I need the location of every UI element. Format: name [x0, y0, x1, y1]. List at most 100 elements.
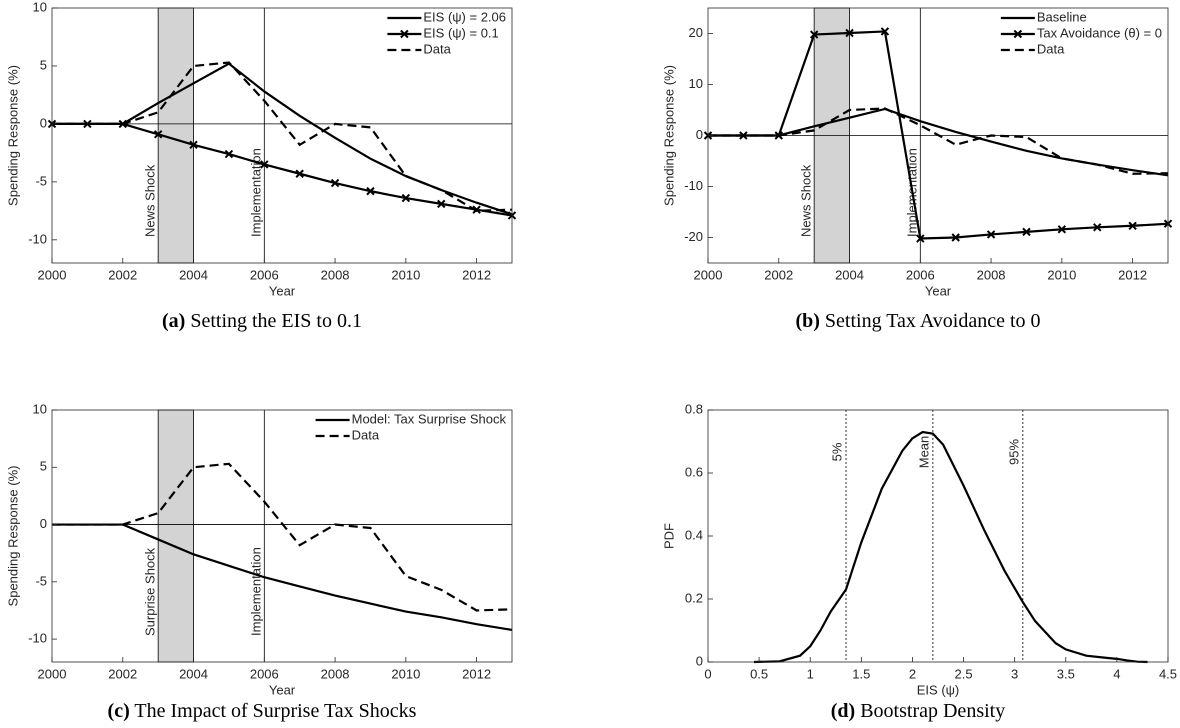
plot-area	[52, 8, 512, 263]
caption: (b) Setting Tax Avoidance to 0	[795, 310, 1040, 332]
x-tick-label: 2002	[764, 267, 793, 282]
y-tick-label: 20	[689, 25, 703, 40]
series-line	[52, 523, 513, 632]
marker	[330, 178, 340, 188]
y-tick-label: -20	[684, 229, 703, 244]
marker	[153, 130, 163, 139]
marker	[916, 234, 925, 243]
y-tick-label: 5	[40, 57, 47, 72]
caption-tag: (b)	[795, 310, 819, 332]
annotation: Surprise Shock	[143, 547, 158, 636]
caption: (d) Bootstrap Density	[831, 700, 1005, 722]
legend-label: Baseline	[1037, 9, 1087, 24]
x-tick-label: 2006	[250, 666, 279, 681]
y-tick-label: -10	[28, 231, 47, 246]
caption-text: Setting Tax Avoidance to 0	[825, 310, 1041, 332]
y-tick-label: -10	[28, 631, 47, 646]
x-tick-label: 2	[909, 666, 916, 681]
series-line	[52, 122, 513, 217]
marker	[1128, 221, 1137, 230]
marker	[1057, 225, 1067, 234]
y-tick-label: 0	[696, 653, 703, 668]
x-tick-label: 2000	[694, 267, 723, 282]
x-tick-label: 1.5	[852, 666, 870, 681]
x-axis-label: Year	[269, 682, 296, 697]
marker	[437, 199, 446, 209]
x-tick-label: 2006	[250, 267, 279, 282]
y-tick-label: 5	[40, 459, 47, 474]
x-tick-label: 2002	[108, 666, 137, 681]
y-tick-label: 0.4	[685, 527, 703, 542]
y-tick-label: 10	[33, 401, 47, 416]
y-tick-label: 10	[33, 0, 47, 14]
axes-box	[51, 409, 513, 663]
caption-tag: (a)	[162, 310, 185, 332]
caption-text: Setting the EIS to 0.1	[190, 310, 362, 332]
x-tick-label: 2008	[977, 267, 1006, 282]
legend-label: Model: Tax Surprise Shock	[352, 411, 507, 426]
x-axis-label: Year	[925, 283, 952, 298]
annotation: Implementation	[249, 547, 264, 636]
x-tick-label: 4.5	[1159, 666, 1177, 681]
y-tick-label: 0	[696, 127, 703, 142]
legend-label: Data	[1037, 41, 1065, 56]
y-tick-label: 0.6	[685, 464, 703, 479]
annotation: News Shock	[799, 164, 814, 237]
caption: (c) The Impact of Surprise Tax Shocks	[108, 700, 417, 722]
x-tick-label: 2000	[38, 267, 67, 282]
reference-label: 95%	[1006, 439, 1021, 465]
y-tick-label: 0.8	[685, 401, 703, 416]
plot-area	[708, 410, 1168, 662]
x-tick-label: 2000	[38, 666, 67, 681]
plot-area	[52, 410, 512, 662]
y-tick-label: -5	[35, 573, 47, 588]
y-tick-label: 10	[689, 76, 703, 91]
marker	[189, 140, 198, 149]
marker	[401, 193, 411, 203]
x-tick-label: 2010	[391, 267, 420, 282]
series-line	[52, 462, 513, 612]
marker	[224, 149, 234, 159]
y-tick-label: -5	[35, 173, 47, 188]
legend-marker	[1013, 29, 1023, 39]
y-axis-label: Spending Response (%)	[5, 466, 20, 607]
annotation: News Shock	[143, 164, 158, 237]
marker	[260, 160, 269, 169]
shaded-period	[157, 409, 194, 663]
marker	[1022, 227, 1031, 237]
x-tick-label: 2.5	[955, 666, 973, 681]
axes-box	[51, 7, 513, 264]
marker	[366, 186, 375, 196]
y-axis-label: PDF	[661, 523, 676, 549]
series-line	[753, 430, 1148, 664]
legend-label: Tax Avoidance (θ) = 0	[1037, 25, 1162, 40]
marker	[809, 30, 819, 39]
chart: 5% Mean 95% 0 0.5 1 1.5 2 2.5 3 3.5 4 4.5 0 0.2 0.4 0.6 0…	[661, 401, 1177, 721]
caption-text: Bootstrap Density	[860, 700, 1005, 722]
x-tick-label: 1	[807, 666, 814, 681]
legend-marker	[400, 29, 409, 39]
x-tick-label: 2010	[1047, 267, 1076, 282]
legend-label: Data	[352, 427, 380, 442]
x-tick-label: 4	[1113, 666, 1120, 681]
y-axis-label: Spending Response (%)	[661, 65, 676, 206]
x-tick-label: 3	[1011, 666, 1018, 681]
y-axis-label: Spending Response (%)	[5, 65, 20, 206]
caption: (a) Setting the EIS to 0.1	[162, 310, 362, 332]
marker	[1093, 223, 1102, 232]
x-tick-label: 2012	[462, 666, 491, 681]
x-tick-label: 2004	[835, 267, 864, 282]
x-tick-label: 0.5	[750, 666, 768, 681]
x-axis-label: EIS (ψ)	[917, 682, 960, 697]
x-axis-label: Year	[269, 283, 296, 298]
y-tick-label: 0	[40, 115, 47, 130]
x-tick-label: 0	[704, 666, 711, 681]
x-tick-label: 2004	[179, 267, 208, 282]
x-tick-label: 2008	[321, 666, 350, 681]
marker	[295, 169, 304, 178]
y-tick-label: 0	[40, 516, 47, 531]
series-line	[708, 30, 1169, 240]
x-tick-label: 2008	[321, 267, 350, 282]
